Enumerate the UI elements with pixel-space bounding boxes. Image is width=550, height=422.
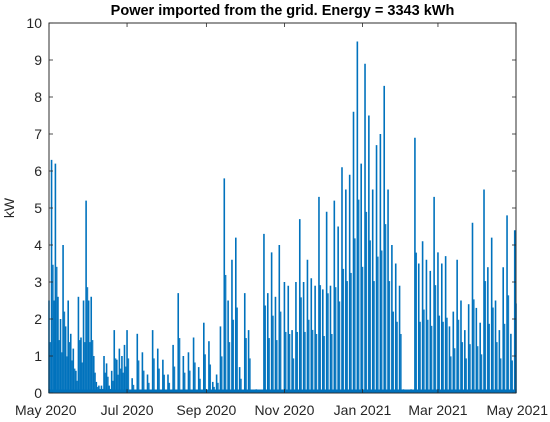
y-tick-label: 4 [34, 237, 42, 253]
y-axis: 0 1 2 3 4 5 6 7 8 9 10 [26, 15, 516, 401]
y-tick-label: 1 [34, 348, 42, 364]
y-tick-label: 8 [34, 89, 42, 105]
x-tick-label: Jan 2021 [334, 402, 392, 418]
y-axis-label: kW [1, 197, 17, 218]
x-tick-label: Mar 2021 [408, 402, 467, 418]
y-tick-label: 2 [34, 311, 42, 327]
chart-title: Power imported from the grid. Energy = 3… [111, 3, 455, 19]
x-tick-label: May 2020 [15, 402, 77, 418]
x-tick-label: Nov 2020 [254, 402, 314, 418]
plot-border [48, 22, 517, 394]
y-tick-label: 5 [34, 200, 42, 216]
y-tick-label: 0 [34, 385, 42, 401]
y-tick-label: 6 [34, 163, 42, 179]
y-tick-label: 9 [34, 52, 42, 68]
y-tick-label: 10 [26, 15, 42, 31]
y-tick-label: 3 [34, 274, 42, 290]
y-tick-label: 7 [34, 126, 42, 142]
x-tick-label: Jul 2020 [101, 402, 154, 418]
x-tick-label: Sep 2020 [176, 402, 236, 418]
x-tick-label: May 2021 [487, 402, 549, 418]
x-axis: May 2020 Jul 2020 Sep 2020 Nov 2020 Jan 2021… [15, 23, 548, 418]
